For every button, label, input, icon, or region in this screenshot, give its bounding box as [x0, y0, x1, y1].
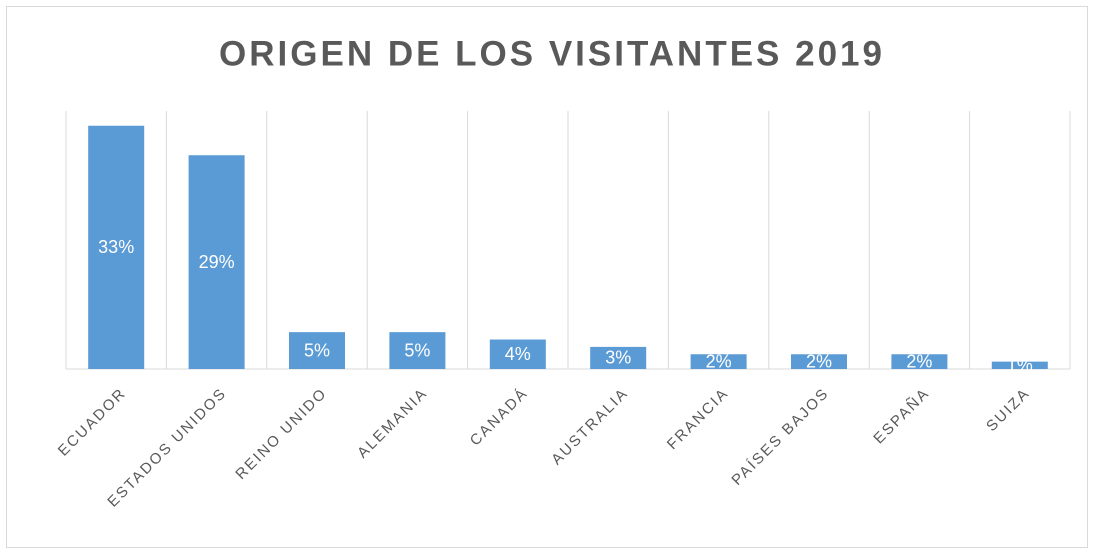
value-label: 2% — [706, 351, 732, 371]
bar — [590, 346, 647, 369]
value-label: 2% — [906, 351, 932, 371]
bar — [188, 155, 245, 369]
bar — [289, 332, 345, 369]
chart-title: ORIGEN DE LOS VISITANTES 2019 — [219, 34, 885, 73]
bar — [389, 332, 446, 369]
bar — [791, 354, 847, 369]
bar — [489, 339, 546, 369]
bar — [690, 354, 747, 369]
chart-border — [6, 6, 1088, 548]
value-label: 2% — [806, 351, 832, 371]
value-label: 33% — [98, 237, 134, 257]
bar — [88, 125, 145, 369]
value-label: 3% — [605, 348, 631, 368]
value-label: 29% — [199, 252, 235, 272]
value-label: 5% — [404, 340, 430, 360]
bar — [991, 361, 1048, 369]
value-label: 1% — [1007, 355, 1033, 375]
value-label: 4% — [505, 344, 531, 364]
bar — [891, 354, 948, 369]
value-label: 5% — [304, 340, 330, 360]
